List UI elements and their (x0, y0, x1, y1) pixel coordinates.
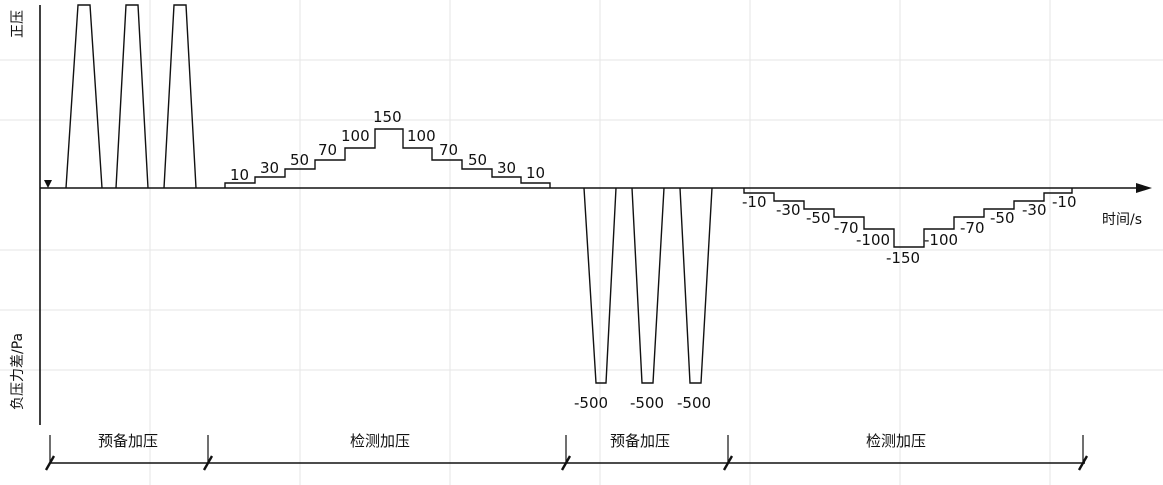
phase-tick-marks (44, 455, 1089, 471)
y-positive-label: 正压 (10, 10, 26, 38)
pulse-label: -500 (630, 394, 664, 412)
x-axis-arrow-icon (1136, 183, 1152, 193)
positive-pulse (163, 4, 197, 189)
negative-pulse-labels: -500 -500 -500 (574, 394, 711, 412)
step-label: -70 (960, 219, 985, 237)
step-label: -100 (856, 231, 890, 249)
phase-label: 预备加压 (610, 432, 670, 450)
positive-pulse (115, 4, 149, 189)
step-label: 10 (230, 166, 249, 184)
step-label: 30 (260, 159, 279, 177)
step-label: 100 (407, 127, 436, 145)
negative-step-labels: -10 -30 -50 -70 -100 -150 -100 -70 -50 -… (742, 193, 1077, 267)
negative-staircase (743, 188, 1073, 248)
phase-tick-icon (44, 455, 56, 471)
step-label: -100 (924, 231, 958, 249)
pulse-label: -500 (677, 394, 711, 412)
step-label: 30 (497, 159, 516, 177)
step-label: 50 (290, 151, 309, 169)
step-label: -150 (886, 249, 920, 267)
positive-pulse (65, 4, 103, 189)
step-label: -50 (990, 209, 1015, 227)
step-label: -10 (1052, 193, 1077, 211)
step-label: -30 (1022, 201, 1047, 219)
x-axis-label: 时间/s (1102, 212, 1142, 228)
phase-label: 检测加压 (350, 432, 410, 450)
phase-tick-icon (722, 455, 734, 471)
step-label: 10 (526, 164, 545, 182)
phase-tick-icon (560, 455, 572, 471)
negative-pulse (583, 187, 617, 384)
positive-step-labels: 10 30 50 70 100 150 100 70 50 30 10 (230, 108, 545, 184)
step-label: 70 (439, 141, 458, 159)
y-negative-label: 负压力差/Pa (10, 333, 26, 410)
phase-tick-icon (1077, 455, 1089, 471)
phase-label: 预备加压 (98, 432, 158, 450)
step-label: 100 (341, 127, 370, 145)
step-label: 70 (318, 141, 337, 159)
origin-marker-icon (44, 180, 52, 188)
negative-pulse (631, 187, 665, 384)
phase-label: 检测加压 (866, 432, 926, 450)
negative-pulse (679, 187, 713, 384)
phase-labels: 预备加压 检测加压 预备加压 检测加压 (98, 432, 926, 450)
pulse-label: -500 (574, 394, 608, 412)
step-label: -30 (776, 201, 801, 219)
negative-pulses (583, 187, 713, 384)
step-label: -50 (806, 209, 831, 227)
step-label: 50 (468, 151, 487, 169)
step-label: -10 (742, 193, 767, 211)
step-label: -70 (834, 219, 859, 237)
phase-tick-icon (202, 455, 214, 471)
positive-pulses (65, 4, 197, 189)
positive-staircase (224, 128, 551, 188)
phase-dividers (49, 435, 1084, 463)
step-label: 150 (373, 108, 402, 126)
